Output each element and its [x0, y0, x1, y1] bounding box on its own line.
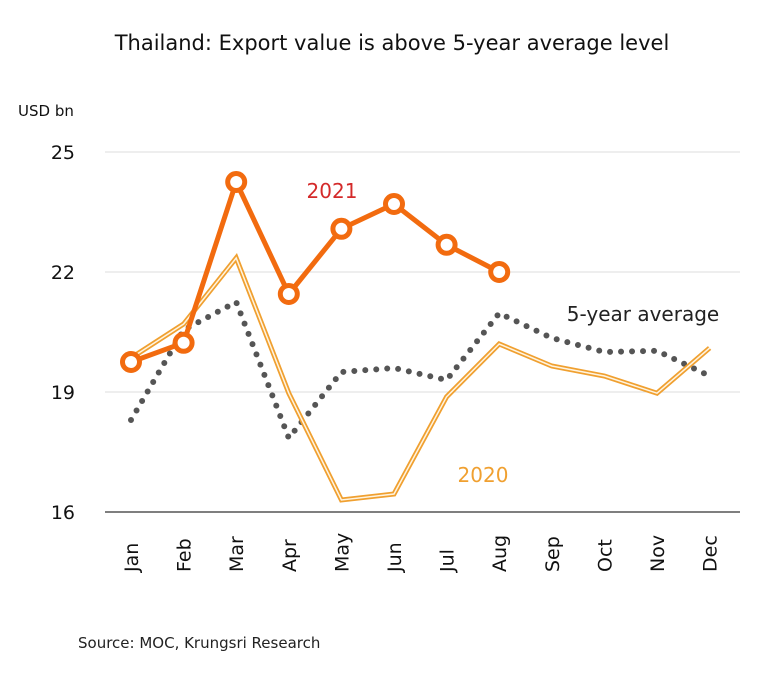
data-point-2021: [383, 193, 405, 215]
series-label-5-year-average: 5-year average: [567, 302, 719, 326]
x-tick-label: Oct: [594, 539, 616, 572]
x-tick-label: Nov: [647, 535, 669, 572]
x-tick-label: Feb: [174, 538, 196, 572]
chart-title: Thailand: Export value is above 5-year a…: [114, 31, 670, 55]
data-point-2021: [330, 217, 353, 240]
series-line-2020-inner: [130, 256, 711, 501]
y-tick-label: 22: [51, 262, 75, 284]
x-tick-label: Jun: [384, 542, 406, 573]
series-label-2021: 2021: [307, 179, 358, 203]
x-tick-label: Jul: [437, 549, 459, 573]
x-tick-label: Dec: [700, 535, 722, 572]
source-note: Source: MOC, Krungsri Research: [78, 634, 320, 652]
y-tick-label: 19: [51, 382, 75, 404]
x-tick-label: May: [331, 533, 353, 572]
data-point-2021: [488, 261, 511, 283]
data-point-2021: [120, 351, 142, 373]
data-point-2021: [225, 171, 248, 193]
data-point-2021: [277, 283, 300, 305]
data-point-2021: [172, 331, 195, 354]
y-axis-label: USD bn: [18, 102, 74, 120]
x-tick-label: Mar: [226, 536, 248, 572]
x-tick-label: Aug: [489, 535, 511, 572]
series-label-2020: 2020: [458, 463, 509, 487]
series-line-2020: [129, 253, 712, 503]
data-point-2021: [435, 233, 458, 256]
y-tick-label: 25: [51, 142, 75, 164]
x-tick-label: Jan: [121, 543, 143, 573]
y-tick-label: 16: [51, 502, 75, 524]
series-line-5-year-average: [128, 297, 713, 444]
series-line-2021: [130, 179, 501, 365]
x-tick-label: Sep: [542, 536, 564, 572]
x-tick-label: Apr: [279, 539, 301, 572]
